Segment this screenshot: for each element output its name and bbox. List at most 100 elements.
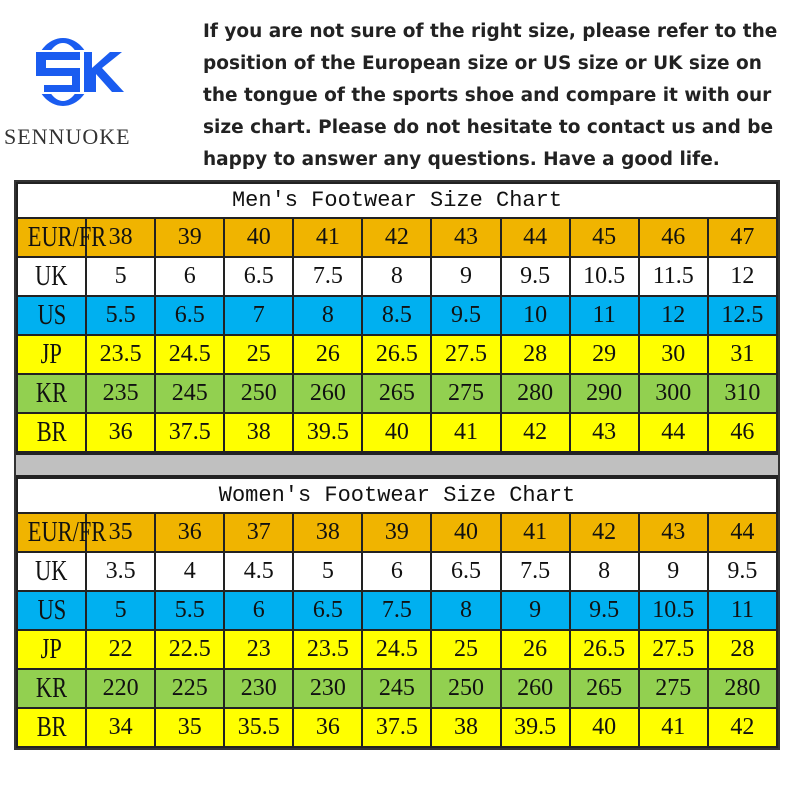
size-cell: 22 (85, 629, 157, 670)
chart-title: Women's Footwear Size Chart (16, 477, 778, 514)
size-cell: 225 (154, 668, 226, 709)
size-row-uk: UK 3.5 4 4.5 5 6 6.5 7.5 8 9 9.5 (15, 551, 779, 592)
row-label: US (15, 295, 88, 336)
size-cell: 9 (430, 256, 502, 297)
size-cell: 5.5 (154, 590, 226, 631)
size-cell: 35 (85, 512, 157, 553)
size-cell: 7.5 (499, 551, 571, 592)
size-cell: 9.5 (430, 295, 502, 336)
size-cell: 23.5 (292, 629, 364, 670)
size-cell: 23 (223, 629, 295, 670)
size-cell: 4.5 (223, 551, 295, 592)
size-cell: 8 (430, 590, 502, 631)
size-cell: 23.5 (85, 334, 157, 375)
size-cell: 40 (223, 217, 295, 258)
size-cell: 26.5 (361, 334, 433, 375)
size-cell: 5 (85, 590, 157, 631)
size-row-us: US 5 5.5 6 6.5 7.5 8 9 9.5 10.5 11 (15, 590, 779, 631)
size-cell: 38 (223, 412, 295, 453)
row-label: KR (15, 668, 88, 709)
size-cell: 10.5 (637, 590, 709, 631)
size-cell: 8.5 (361, 295, 433, 336)
size-cell: 9 (637, 551, 709, 592)
size-cell: 37.5 (154, 412, 226, 453)
size-cell: 280 (499, 373, 571, 414)
size-cell: 260 (292, 373, 364, 414)
size-row-kr: KR 220 225 230 230 245 250 260 265 275 280 (15, 668, 779, 709)
row-label: UK (15, 256, 88, 297)
row-label: UK (15, 551, 88, 592)
size-cell: 36 (85, 412, 157, 453)
size-cell: 7.5 (292, 256, 364, 297)
size-cell: 265 (361, 373, 433, 414)
size-row-jp: JP 22 22.5 23 23.5 24.5 25 26 26.5 27.5 28 (15, 629, 779, 670)
size-cell: 31 (706, 334, 779, 375)
size-cell: 41 (499, 512, 571, 553)
size-cell: 5.5 (85, 295, 157, 336)
row-label: EUR/FR (15, 217, 106, 258)
row-label-text: BR (36, 416, 67, 448)
size-cell: 36 (292, 707, 364, 748)
size-cell: 8 (568, 551, 640, 592)
size-row-uk: UK 5 6 6.5 7.5 8 9 9.5 10.5 11.5 12 (15, 256, 779, 297)
size-cell: 34 (85, 707, 157, 748)
size-cell: 8 (361, 256, 433, 297)
size-cell: 9.5 (499, 256, 571, 297)
size-cell: 6.5 (223, 256, 295, 297)
size-cell: 22.5 (154, 629, 226, 670)
row-label-text: BR (36, 711, 67, 743)
size-cell: 43 (430, 217, 502, 258)
size-cell: 40 (568, 707, 640, 748)
row-label-text: KR (35, 377, 68, 409)
size-cell: 44 (499, 217, 571, 258)
size-cell: 38 (430, 707, 502, 748)
mens-size-chart: Men's Footwear Size Chart EUR/FR 38 39 40 41 4… (14, 180, 780, 477)
size-row-kr: KR 235 245 250 260 265 275 280 290 300 310 (15, 373, 779, 414)
size-cell: 35.5 (223, 707, 295, 748)
size-cell: 10.5 (568, 256, 640, 297)
size-cell: 26 (499, 629, 571, 670)
size-cell: 6 (361, 551, 433, 592)
size-cell: 310 (706, 373, 779, 414)
size-cell: 41 (637, 707, 709, 748)
size-cell: 245 (361, 668, 433, 709)
size-row-jp: JP 23.5 24.5 25 26 26.5 27.5 28 29 30 31 (15, 334, 779, 375)
size-cell: 24.5 (361, 629, 433, 670)
brand-name: SENNUOKE (4, 124, 131, 149)
size-cell: 300 (637, 373, 709, 414)
size-cell: 26 (292, 334, 364, 375)
row-label: KR (15, 373, 88, 414)
row-label-text: US (37, 594, 66, 626)
size-cell: 9.5 (706, 551, 779, 592)
size-cell: 250 (223, 373, 295, 414)
size-cell: 24.5 (154, 334, 226, 375)
size-cell: 28 (499, 334, 571, 375)
size-row-eur-fr: EUR/FR 35 36 37 38 39 40 41 42 43 44 (15, 512, 779, 553)
size-row-br: BR 36 37.5 38 39.5 40 41 42 43 44 46 (15, 412, 779, 453)
row-label: US (15, 590, 88, 631)
size-cell: 4 (154, 551, 226, 592)
size-row-us: US 5.5 6.5 7 8 8.5 9.5 10 11 12 12.5 (15, 295, 779, 336)
size-cell: 275 (637, 668, 709, 709)
size-cell: 7.5 (361, 590, 433, 631)
size-cell: 290 (568, 373, 640, 414)
row-label-text: UK (35, 555, 68, 587)
row-label-text: UK (35, 260, 68, 292)
chart-title: Men's Footwear Size Chart (16, 182, 778, 219)
size-cell: 39.5 (292, 412, 364, 453)
size-cell: 11 (568, 295, 640, 336)
size-cell: 6 (154, 256, 226, 297)
size-cell: 26.5 (568, 629, 640, 670)
size-row-eur-fr: EUR/FR 38 39 40 41 42 43 44 45 46 47 (15, 217, 779, 258)
row-label: BR (15, 707, 88, 748)
size-cell: 30 (637, 334, 709, 375)
size-cell: 230 (292, 668, 364, 709)
size-cell: 6.5 (292, 590, 364, 631)
size-cell: 47 (706, 217, 779, 258)
size-cell: 280 (706, 668, 779, 709)
size-cell: 6 (223, 590, 295, 631)
size-cell: 25 (430, 629, 502, 670)
size-cell: 46 (706, 412, 779, 453)
womens-size-chart: Women's Footwear Size Chart EUR/FR 35 36 37 3… (14, 477, 780, 750)
size-cell: 8 (292, 295, 364, 336)
